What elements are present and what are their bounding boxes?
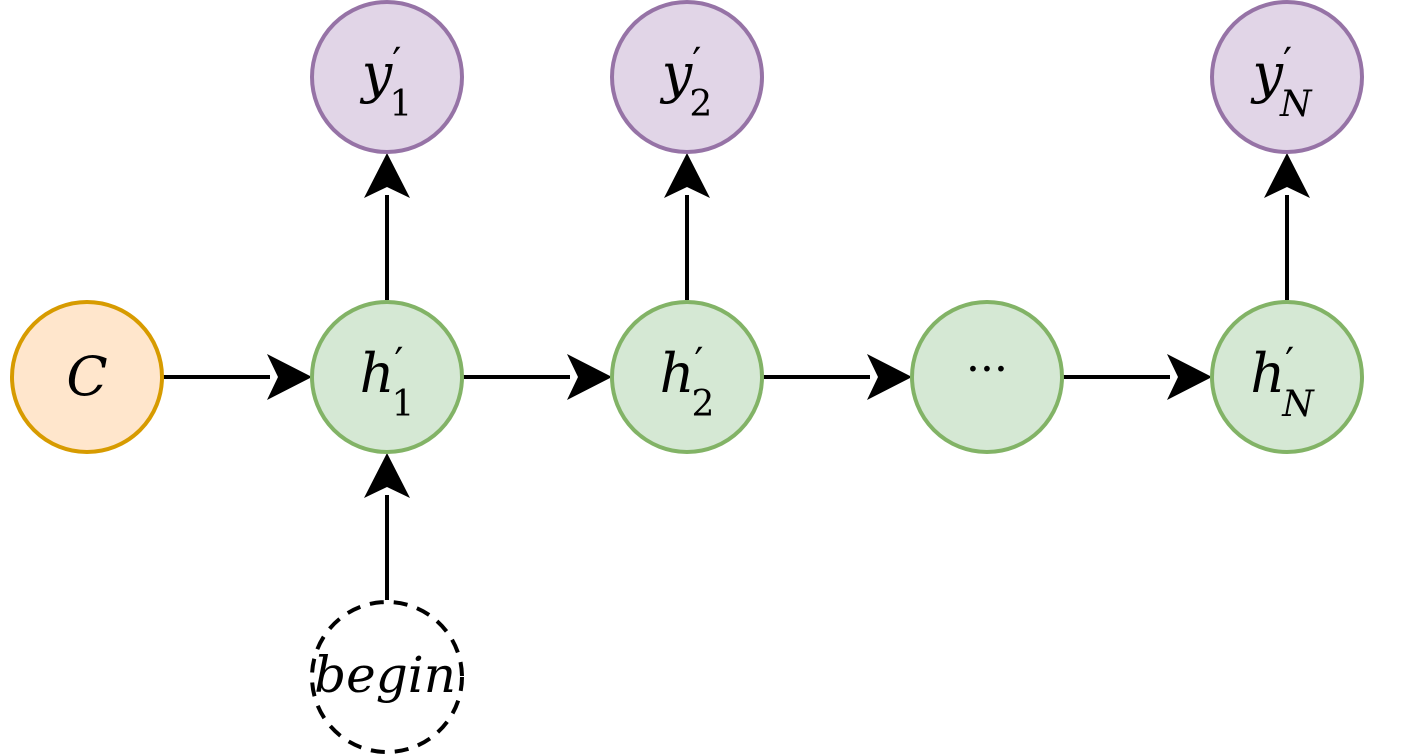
node-y2-label: y′ 2 <box>660 40 713 125</box>
node-h1-label: h′ 1 <box>360 340 415 425</box>
arrowhead-h2-to-y2 <box>664 153 710 198</box>
arrowhead-begin-to-h1 <box>364 453 410 498</box>
arrowhead-ellipsis-to-hN <box>1167 354 1212 400</box>
edges <box>163 153 1310 600</box>
node-y1-label: y′ 1 <box>360 40 413 125</box>
arrowhead-hN-to-yN <box>1264 153 1310 198</box>
node-ellipsis-label: ··· <box>966 344 1008 395</box>
node-begin-label: begin <box>314 646 456 704</box>
node-h1: h′ 1 <box>310 300 464 454</box>
node-y1: y′ 1 <box>310 0 464 154</box>
node-yN: y′ N <box>1210 0 1364 154</box>
arrowhead-h2-to-ellipsis <box>867 354 912 400</box>
node-begin: begin <box>310 600 464 754</box>
node-h2-label: h′ 2 <box>660 340 715 425</box>
node-yN-label: y′ N <box>1250 40 1313 125</box>
node-h2: h′ 2 <box>610 300 764 454</box>
arrowhead-h1-to-h2 <box>567 354 612 400</box>
arrowhead-context-to-h1 <box>267 354 312 400</box>
node-ellipsis: ··· <box>910 300 1064 454</box>
node-context-label: C <box>66 345 107 408</box>
node-hN: h′ N <box>1210 300 1364 454</box>
node-context: C <box>10 300 164 454</box>
arrowhead-h1-to-y1 <box>364 153 410 198</box>
node-y2: y′ 2 <box>610 0 764 154</box>
node-hN-label: h′ N <box>1250 340 1315 425</box>
